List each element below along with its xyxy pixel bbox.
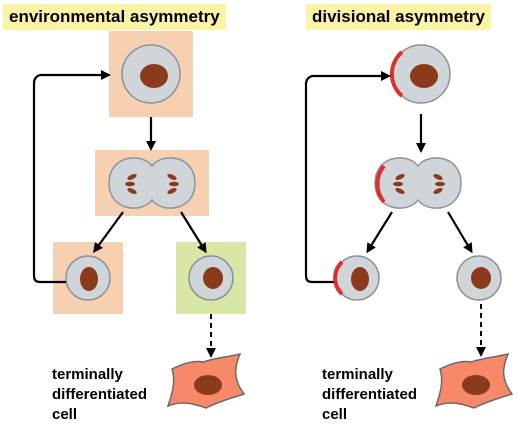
- daughter-cell-stem-polarized: [333, 255, 380, 301]
- panel-title-environmental: environmental asymmetry: [3, 4, 226, 30]
- arrow-dividing-to-stem-daughter-right: [366, 211, 393, 254]
- caption-line: terminally: [322, 366, 393, 383]
- arrow-self-renewal-loop-right: [304, 71, 391, 284]
- arrow-dividing-to-stem-daughter: [93, 211, 124, 254]
- stem-cell-top: [121, 44, 181, 104]
- dividing-cell: [108, 157, 196, 209]
- daughter-cell-differentiating-right: [456, 255, 502, 301]
- caption-terminally-differentiated-right: terminally differentiated cell: [322, 365, 417, 425]
- divisional-panel: [304, 44, 514, 409]
- dividing-cell-polarized: [374, 157, 462, 209]
- arrow-dividing-to-differentiating-daughter: [180, 211, 207, 254]
- environmental-panel: [32, 31, 246, 409]
- terminally-differentiated-cell-right: [434, 352, 514, 409]
- polarity-crescent-daughter: [333, 260, 344, 296]
- stem-cell-top-polarized: [389, 44, 451, 104]
- caption-line: cell: [322, 406, 348, 423]
- terminally-differentiated-cell-left: [166, 352, 246, 409]
- caption-line: differentiated: [322, 386, 418, 403]
- polarity-crescent-dividing: [375, 164, 386, 204]
- caption-terminally-differentiated-left: terminally differentiated cell: [52, 365, 147, 425]
- daughter-cell-stem: [65, 255, 111, 301]
- arrow-self-renewal-loop: [32, 70, 111, 284]
- caption-line: differentiated: [52, 386, 148, 403]
- arrow-dividing-to-differentiating-daughter-right: [447, 211, 473, 254]
- caption-line: terminally: [52, 366, 123, 383]
- polarity-crescent-top: [389, 50, 404, 98]
- panel-title-divisional: divisional asymmetry: [306, 4, 491, 30]
- daughter-cell-differentiating: [188, 255, 234, 301]
- caption-line: cell: [52, 406, 78, 423]
